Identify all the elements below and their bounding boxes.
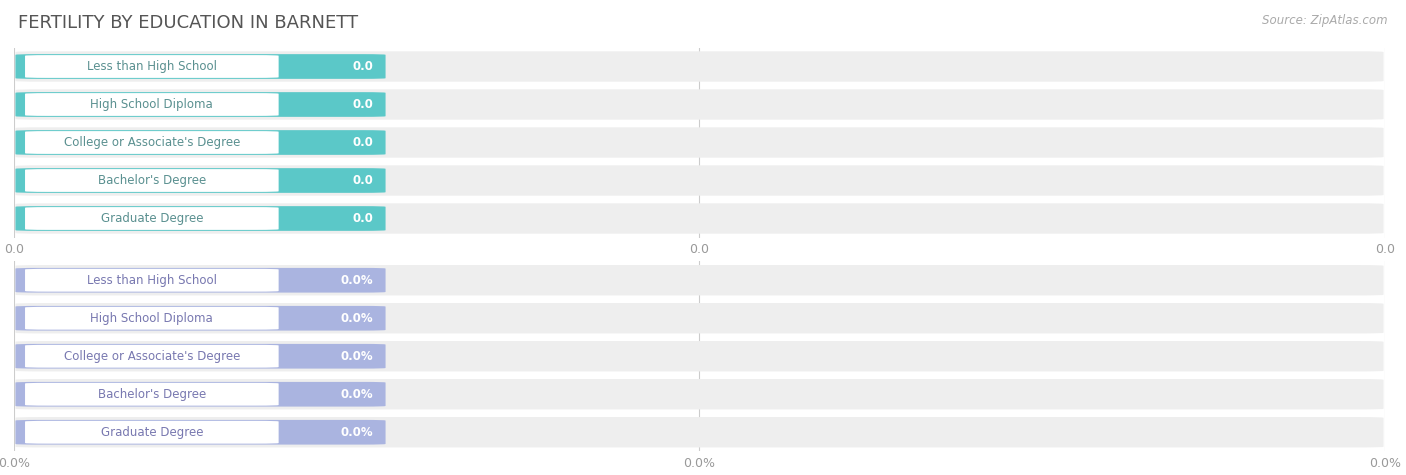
Text: Bachelor's Degree: Bachelor's Degree — [97, 388, 205, 401]
FancyBboxPatch shape — [15, 344, 385, 369]
Text: 0.0: 0.0 — [353, 98, 373, 111]
Text: Less than High School: Less than High School — [87, 60, 217, 73]
FancyBboxPatch shape — [15, 303, 1384, 333]
FancyBboxPatch shape — [25, 269, 278, 292]
FancyBboxPatch shape — [15, 203, 1384, 234]
FancyBboxPatch shape — [15, 130, 385, 155]
Text: 0.0: 0.0 — [353, 136, 373, 149]
Text: 0.0%: 0.0% — [340, 274, 373, 287]
FancyBboxPatch shape — [25, 207, 278, 230]
FancyBboxPatch shape — [25, 383, 278, 406]
FancyBboxPatch shape — [15, 168, 385, 193]
FancyBboxPatch shape — [15, 92, 385, 117]
Text: College or Associate's Degree: College or Associate's Degree — [63, 136, 240, 149]
Text: Bachelor's Degree: Bachelor's Degree — [97, 174, 205, 187]
FancyBboxPatch shape — [15, 127, 1384, 158]
FancyBboxPatch shape — [15, 417, 1384, 447]
Text: 0.0%: 0.0% — [340, 388, 373, 401]
FancyBboxPatch shape — [15, 420, 385, 445]
Text: College or Associate's Degree: College or Associate's Degree — [63, 350, 240, 363]
Text: Less than High School: Less than High School — [87, 274, 217, 287]
FancyBboxPatch shape — [15, 51, 1384, 82]
Text: Graduate Degree: Graduate Degree — [101, 426, 202, 439]
Text: FERTILITY BY EDUCATION IN BARNETT: FERTILITY BY EDUCATION IN BARNETT — [18, 14, 359, 32]
Text: High School Diploma: High School Diploma — [90, 312, 214, 325]
FancyBboxPatch shape — [15, 265, 1384, 295]
Text: 0.0%: 0.0% — [340, 426, 373, 439]
FancyBboxPatch shape — [15, 54, 385, 79]
Text: 0.0: 0.0 — [353, 174, 373, 187]
FancyBboxPatch shape — [15, 268, 385, 293]
FancyBboxPatch shape — [25, 55, 278, 78]
Text: 0.0: 0.0 — [353, 212, 373, 225]
Text: 0.0%: 0.0% — [340, 312, 373, 325]
FancyBboxPatch shape — [15, 341, 1384, 371]
Text: High School Diploma: High School Diploma — [90, 98, 214, 111]
FancyBboxPatch shape — [15, 89, 1384, 120]
FancyBboxPatch shape — [15, 379, 1384, 409]
Text: 0.0%: 0.0% — [340, 350, 373, 363]
Text: Graduate Degree: Graduate Degree — [101, 212, 202, 225]
Text: Source: ZipAtlas.com: Source: ZipAtlas.com — [1263, 14, 1388, 27]
FancyBboxPatch shape — [25, 307, 278, 330]
FancyBboxPatch shape — [15, 206, 385, 231]
FancyBboxPatch shape — [25, 345, 278, 368]
FancyBboxPatch shape — [25, 131, 278, 154]
FancyBboxPatch shape — [25, 169, 278, 192]
Text: 0.0: 0.0 — [353, 60, 373, 73]
FancyBboxPatch shape — [25, 93, 278, 116]
FancyBboxPatch shape — [15, 382, 385, 407]
FancyBboxPatch shape — [15, 165, 1384, 196]
FancyBboxPatch shape — [15, 306, 385, 331]
FancyBboxPatch shape — [25, 421, 278, 444]
